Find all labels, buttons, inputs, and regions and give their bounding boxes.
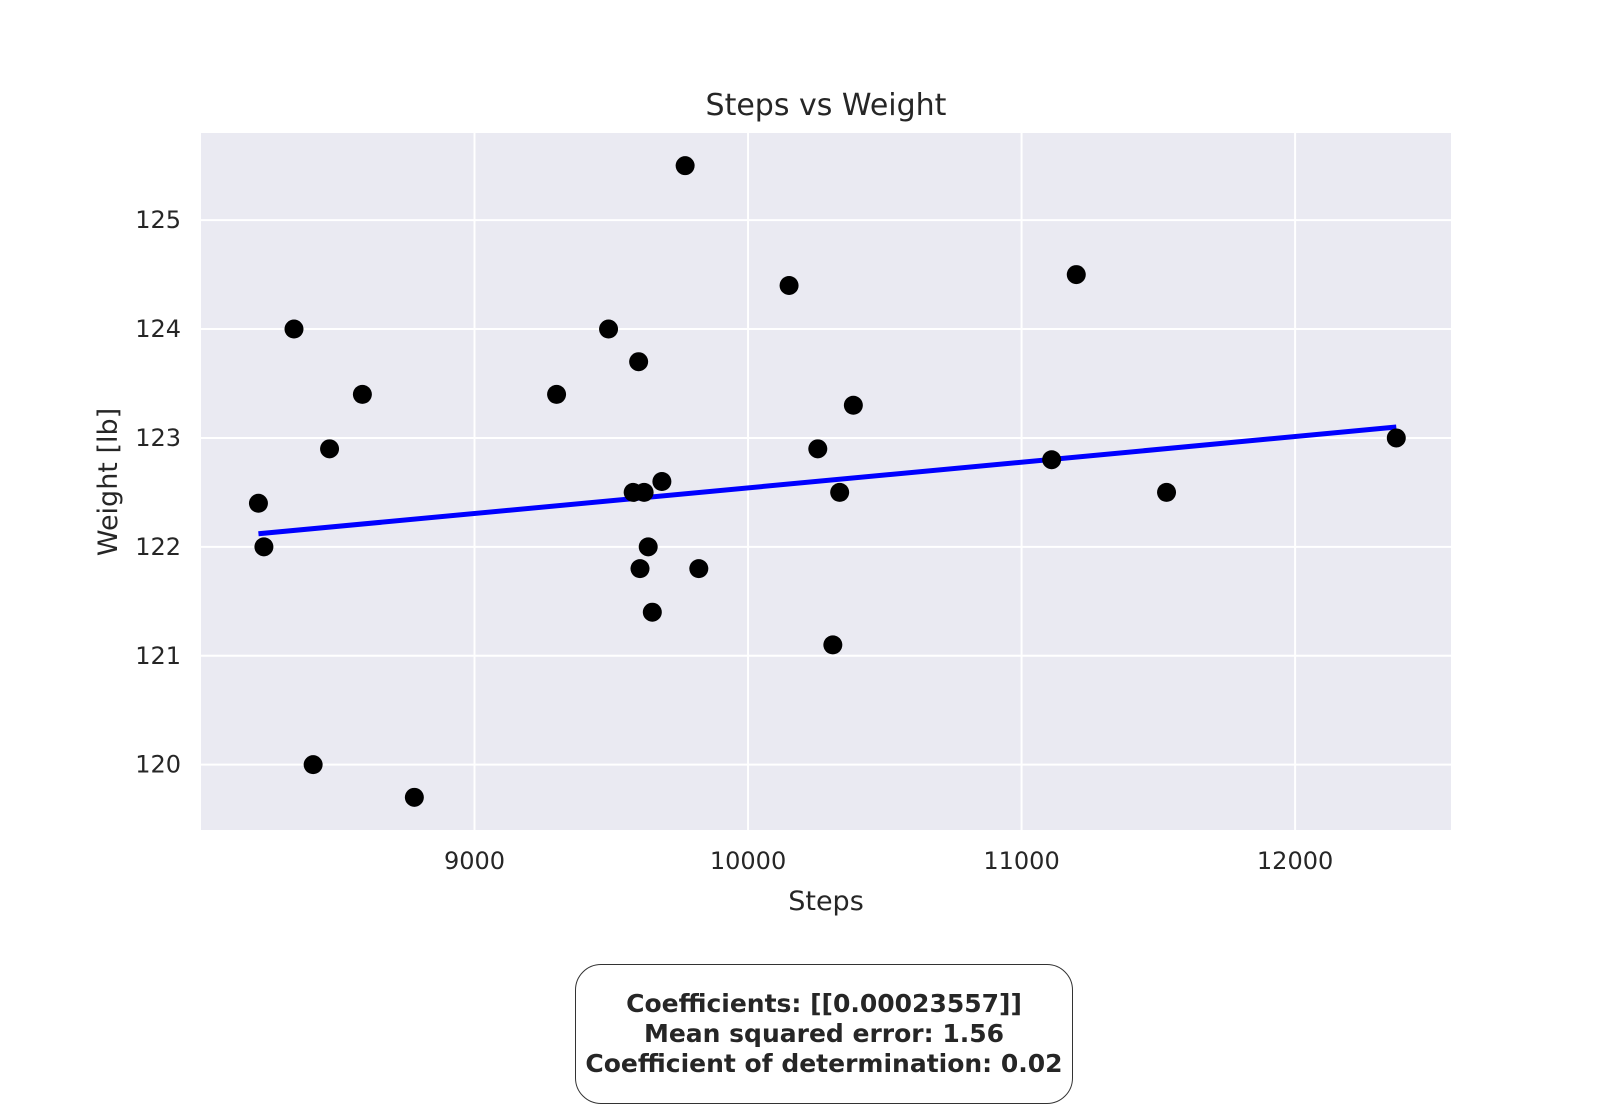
data-point [1386, 428, 1406, 448]
x-tick-label: 11000 [983, 847, 1059, 875]
data-point [352, 384, 372, 404]
r2-text: Coefficient of determination: 0.02 [585, 1049, 1063, 1078]
x-tick-label: 9000 [444, 847, 505, 875]
data-points [248, 156, 1406, 807]
data-point [303, 755, 323, 775]
data-point [254, 537, 274, 557]
y-tick-label: 123 [135, 424, 181, 452]
y-tick-label: 122 [135, 533, 181, 561]
data-point [547, 384, 567, 404]
data-point [284, 319, 304, 339]
coefficients-text: Coefficients: [[0.00023557]] [626, 989, 1022, 1018]
data-point [320, 439, 340, 459]
data-point [843, 395, 863, 415]
y-tick-label: 121 [135, 642, 181, 670]
mse-text: Mean squared error: 1.56 [643, 1019, 1005, 1048]
regression-line [258, 424, 1397, 537]
grid-lines [201, 133, 1451, 830]
data-point [638, 537, 658, 557]
x-tick-label: 10000 [710, 847, 786, 875]
x-tick-label: 12000 [1257, 847, 1333, 875]
data-point [1066, 265, 1086, 285]
data-point [630, 559, 650, 579]
data-point [779, 275, 799, 295]
x-axis-label: Steps [788, 886, 864, 917]
data-point [1042, 450, 1062, 470]
data-point [1157, 482, 1177, 502]
data-point [599, 319, 619, 339]
data-point [823, 635, 843, 655]
y-axis-label: Weight [lb] [93, 408, 124, 556]
y-tick-label: 120 [135, 751, 181, 779]
data-point [629, 352, 649, 372]
x-tick-labels: 9000 10000 11000 12000 [444, 847, 1333, 875]
data-point [634, 482, 654, 502]
y-tick-label: 125 [135, 206, 181, 234]
stats-box: Coefficients: [[0.00023557]] Mean square… [575, 964, 1073, 1104]
data-point [652, 472, 672, 491]
data-point [830, 482, 850, 502]
data-point [675, 156, 695, 176]
data-point [642, 602, 662, 622]
data-point [689, 559, 709, 579]
data-point [808, 439, 828, 459]
y-tick-label: 124 [135, 315, 181, 343]
data-point [248, 493, 268, 513]
data-point [404, 787, 424, 807]
y-tick-labels: 120 121 122 123 124 125 [135, 206, 181, 779]
chart-title: Steps vs Weight [706, 88, 947, 123]
